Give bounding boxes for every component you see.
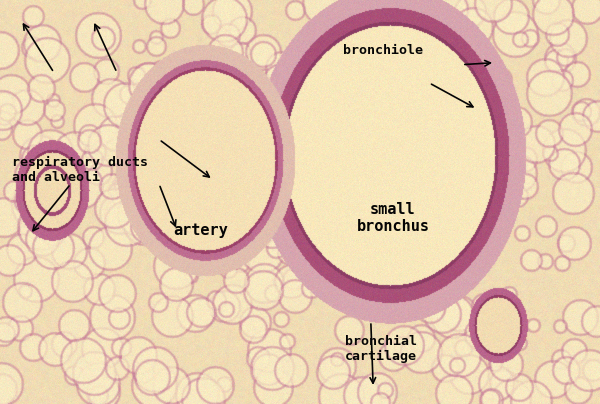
Text: bronchiole: bronchiole [343, 44, 423, 57]
Text: respiratory ducts
and alveoli: respiratory ducts and alveoli [12, 156, 148, 184]
Text: artery: artery [173, 223, 229, 238]
Text: small
bronchus: small bronchus [356, 202, 430, 234]
Text: bronchial
cartilage: bronchial cartilage [345, 335, 417, 364]
